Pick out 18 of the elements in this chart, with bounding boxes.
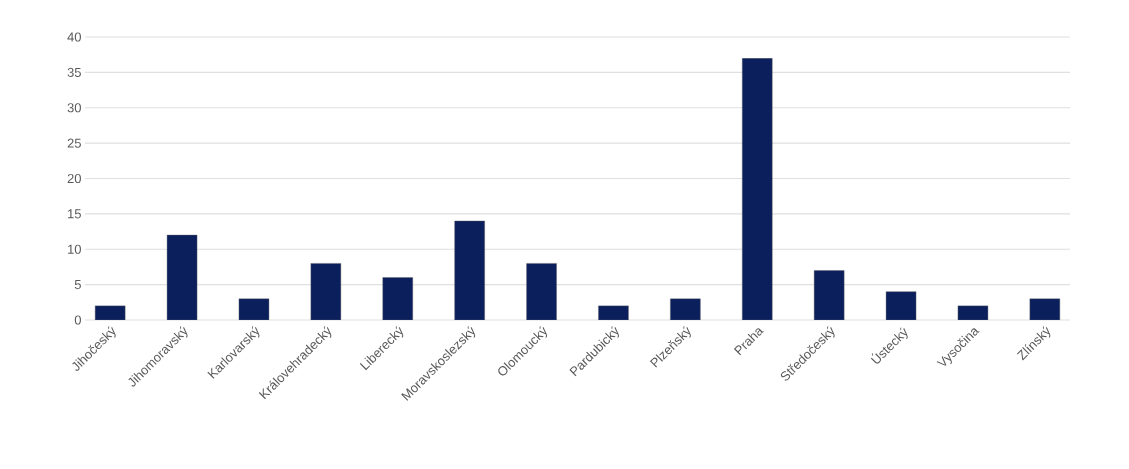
y-tick-label: 25 [67, 138, 81, 148]
bar [454, 220, 485, 320]
y-tick-label: 0 [74, 315, 81, 325]
bar [742, 58, 773, 320]
bar [813, 270, 845, 320]
y-tick-label: 20 [67, 173, 81, 184]
y-tick-label: 10 [68, 244, 81, 254]
bar [382, 277, 413, 320]
bar [310, 263, 342, 320]
y-tick-label: 30 [67, 103, 81, 113]
bar [166, 234, 198, 320]
y-tick-label: 15 [68, 209, 81, 219]
y-tick-label: 35 [67, 67, 81, 77]
y-tick-label: 5 [74, 280, 81, 290]
bar [526, 263, 557, 320]
bar [670, 298, 701, 320]
bar [1029, 298, 1061, 320]
y-tick-label: 40 [67, 32, 81, 42]
